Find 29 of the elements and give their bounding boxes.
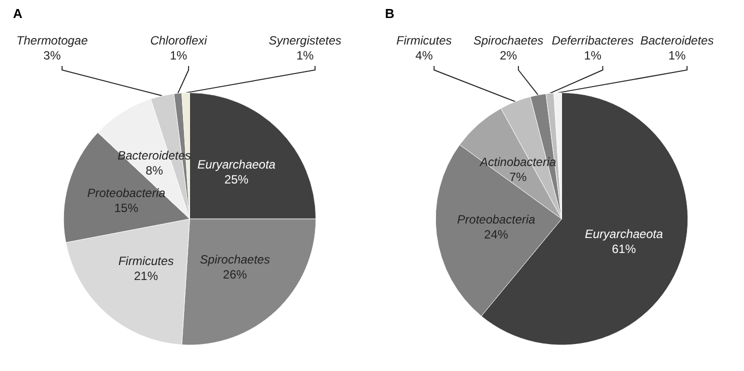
data-label: 61% (612, 242, 636, 256)
data-label: 7% (509, 170, 528, 184)
slice-label: Firmicutes (118, 254, 174, 268)
slice-label: Deferribacteres (552, 34, 634, 48)
slice-label: Euryarchaeota (197, 158, 276, 172)
chart-title: A (13, 6, 23, 21)
data-label: 1% (668, 48, 686, 62)
slice-label: Proteobacteria (457, 212, 536, 227)
data-label: 1% (296, 48, 314, 62)
slice-label: Chloroflexi (150, 34, 208, 48)
slice-label: Spirochaetes (473, 34, 544, 48)
data-label: 4% (415, 48, 434, 62)
slice-label: Synergistetes (268, 34, 342, 48)
data-label: 26% (222, 268, 248, 282)
slice-label: Thermotogae (16, 34, 88, 48)
chart-title: B (385, 6, 394, 21)
data-label: 21% (134, 268, 158, 283)
slice-label: Spirochaetes (200, 252, 270, 267)
data-label: 1% (170, 48, 188, 62)
data-label: 25% (224, 172, 249, 187)
data-label: 3% (43, 48, 62, 62)
slice-label: Bacteroidetes (640, 34, 714, 48)
data-label: 2% (500, 48, 518, 62)
data-label: 1% (584, 48, 602, 62)
slice-label: Euryarchaeota (584, 226, 664, 241)
data-label: 15% (114, 200, 139, 215)
data-label: 24% (484, 228, 509, 242)
data-label: 8% (146, 164, 164, 178)
slice-label: Firmicutes (396, 34, 452, 48)
